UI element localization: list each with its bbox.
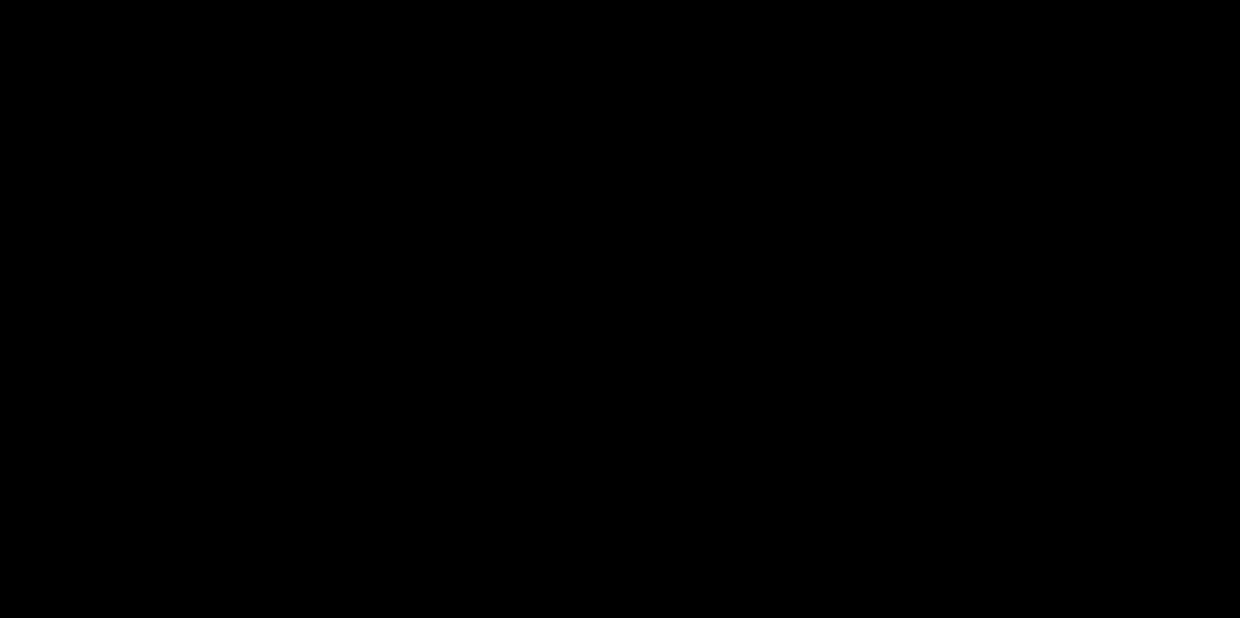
chart-canvas [0, 0, 1240, 618]
